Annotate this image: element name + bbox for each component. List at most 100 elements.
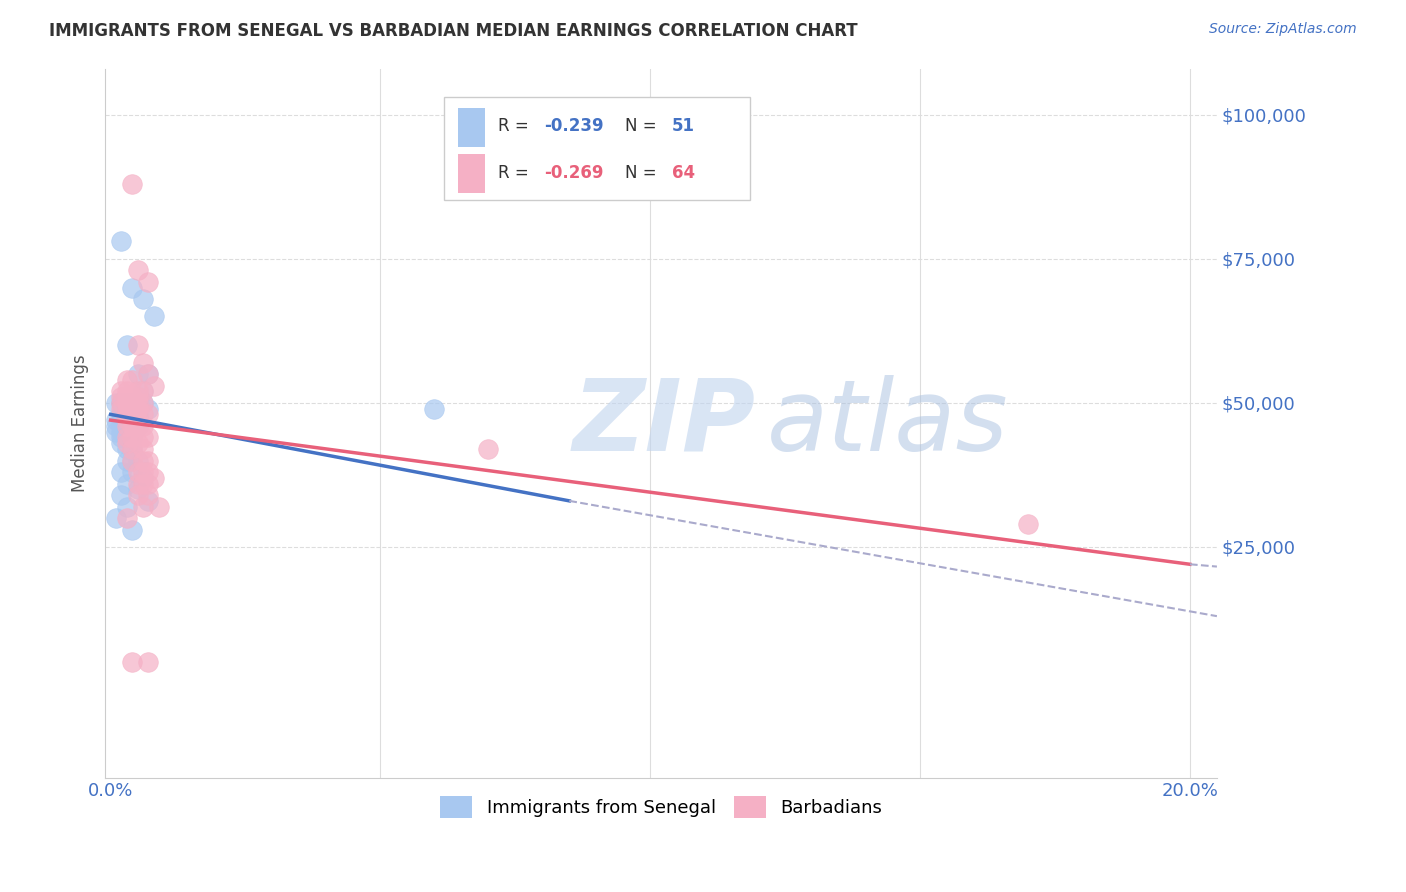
Point xyxy=(121,177,143,191)
Point xyxy=(138,408,160,422)
Point xyxy=(1017,516,1039,531)
Point xyxy=(142,378,165,392)
Point xyxy=(115,436,138,450)
Point xyxy=(132,418,155,433)
Point xyxy=(132,384,155,399)
Point xyxy=(132,465,155,479)
Point xyxy=(138,367,160,381)
Point xyxy=(127,418,149,433)
Point xyxy=(115,430,138,444)
Point xyxy=(121,390,143,404)
Point xyxy=(121,418,143,433)
Point xyxy=(115,401,138,416)
Point xyxy=(115,442,138,456)
Point xyxy=(121,430,143,444)
Text: R =: R = xyxy=(498,117,534,135)
Point xyxy=(127,465,149,479)
Point xyxy=(110,235,132,249)
Point xyxy=(138,494,160,508)
Point xyxy=(127,408,149,422)
Point xyxy=(121,430,143,444)
Point xyxy=(138,465,160,479)
Text: R =: R = xyxy=(498,164,534,182)
Point xyxy=(132,442,155,456)
Point xyxy=(110,401,132,416)
Y-axis label: Median Earnings: Median Earnings xyxy=(72,354,89,491)
Point xyxy=(127,483,149,497)
Point xyxy=(132,408,155,422)
Point xyxy=(115,396,138,410)
Point xyxy=(110,384,132,399)
Point xyxy=(127,413,149,427)
Point xyxy=(127,263,149,277)
Legend: Immigrants from Senegal, Barbadians: Immigrants from Senegal, Barbadians xyxy=(433,789,890,825)
Point xyxy=(110,488,132,502)
Point xyxy=(423,401,446,416)
Point xyxy=(121,442,143,456)
Point xyxy=(115,425,138,439)
Text: -0.269: -0.269 xyxy=(544,164,603,182)
Point xyxy=(132,476,155,491)
Point xyxy=(127,384,149,399)
Point xyxy=(121,413,143,427)
Point xyxy=(127,401,149,416)
Point xyxy=(115,430,138,444)
Point xyxy=(138,367,160,381)
Point xyxy=(115,390,138,404)
Point xyxy=(121,401,143,416)
Point xyxy=(105,418,128,433)
Point xyxy=(115,453,138,467)
Text: 51: 51 xyxy=(672,117,695,135)
Point xyxy=(110,396,132,410)
Point xyxy=(132,384,155,399)
Point xyxy=(110,413,132,427)
Point xyxy=(121,413,143,427)
Point xyxy=(105,425,128,439)
Point xyxy=(138,488,160,502)
Point xyxy=(477,442,499,456)
Point xyxy=(127,476,149,491)
Point xyxy=(121,373,143,387)
Point xyxy=(132,396,155,410)
Point xyxy=(148,500,170,514)
Point xyxy=(110,436,132,450)
Point xyxy=(132,355,155,369)
Point xyxy=(132,471,155,485)
Point xyxy=(127,390,149,404)
Point xyxy=(115,373,138,387)
Point xyxy=(121,396,143,410)
Point xyxy=(115,413,138,427)
Point xyxy=(121,442,143,456)
Point xyxy=(115,396,138,410)
Point xyxy=(105,413,128,427)
Point xyxy=(127,453,149,467)
Text: atlas: atlas xyxy=(766,375,1008,472)
Point xyxy=(110,396,132,410)
Point xyxy=(132,292,155,306)
Point xyxy=(138,476,160,491)
Point xyxy=(121,453,143,467)
Point xyxy=(115,500,138,514)
Point xyxy=(115,408,138,422)
Point xyxy=(115,408,138,422)
Text: Source: ZipAtlas.com: Source: ZipAtlas.com xyxy=(1209,22,1357,37)
Point xyxy=(121,396,143,410)
Point xyxy=(115,338,138,352)
Point xyxy=(138,655,160,669)
Text: 64: 64 xyxy=(672,164,696,182)
Point xyxy=(127,396,149,410)
Point xyxy=(132,453,155,467)
Point xyxy=(138,275,160,289)
Point xyxy=(115,418,138,433)
Point xyxy=(132,500,155,514)
Point xyxy=(142,471,165,485)
Point xyxy=(115,511,138,525)
Point xyxy=(121,408,143,422)
Point xyxy=(132,430,155,444)
Point xyxy=(127,396,149,410)
Point xyxy=(121,465,143,479)
Point xyxy=(115,384,138,399)
Text: ZIP: ZIP xyxy=(572,375,755,472)
Point xyxy=(105,396,128,410)
Point xyxy=(127,367,149,381)
